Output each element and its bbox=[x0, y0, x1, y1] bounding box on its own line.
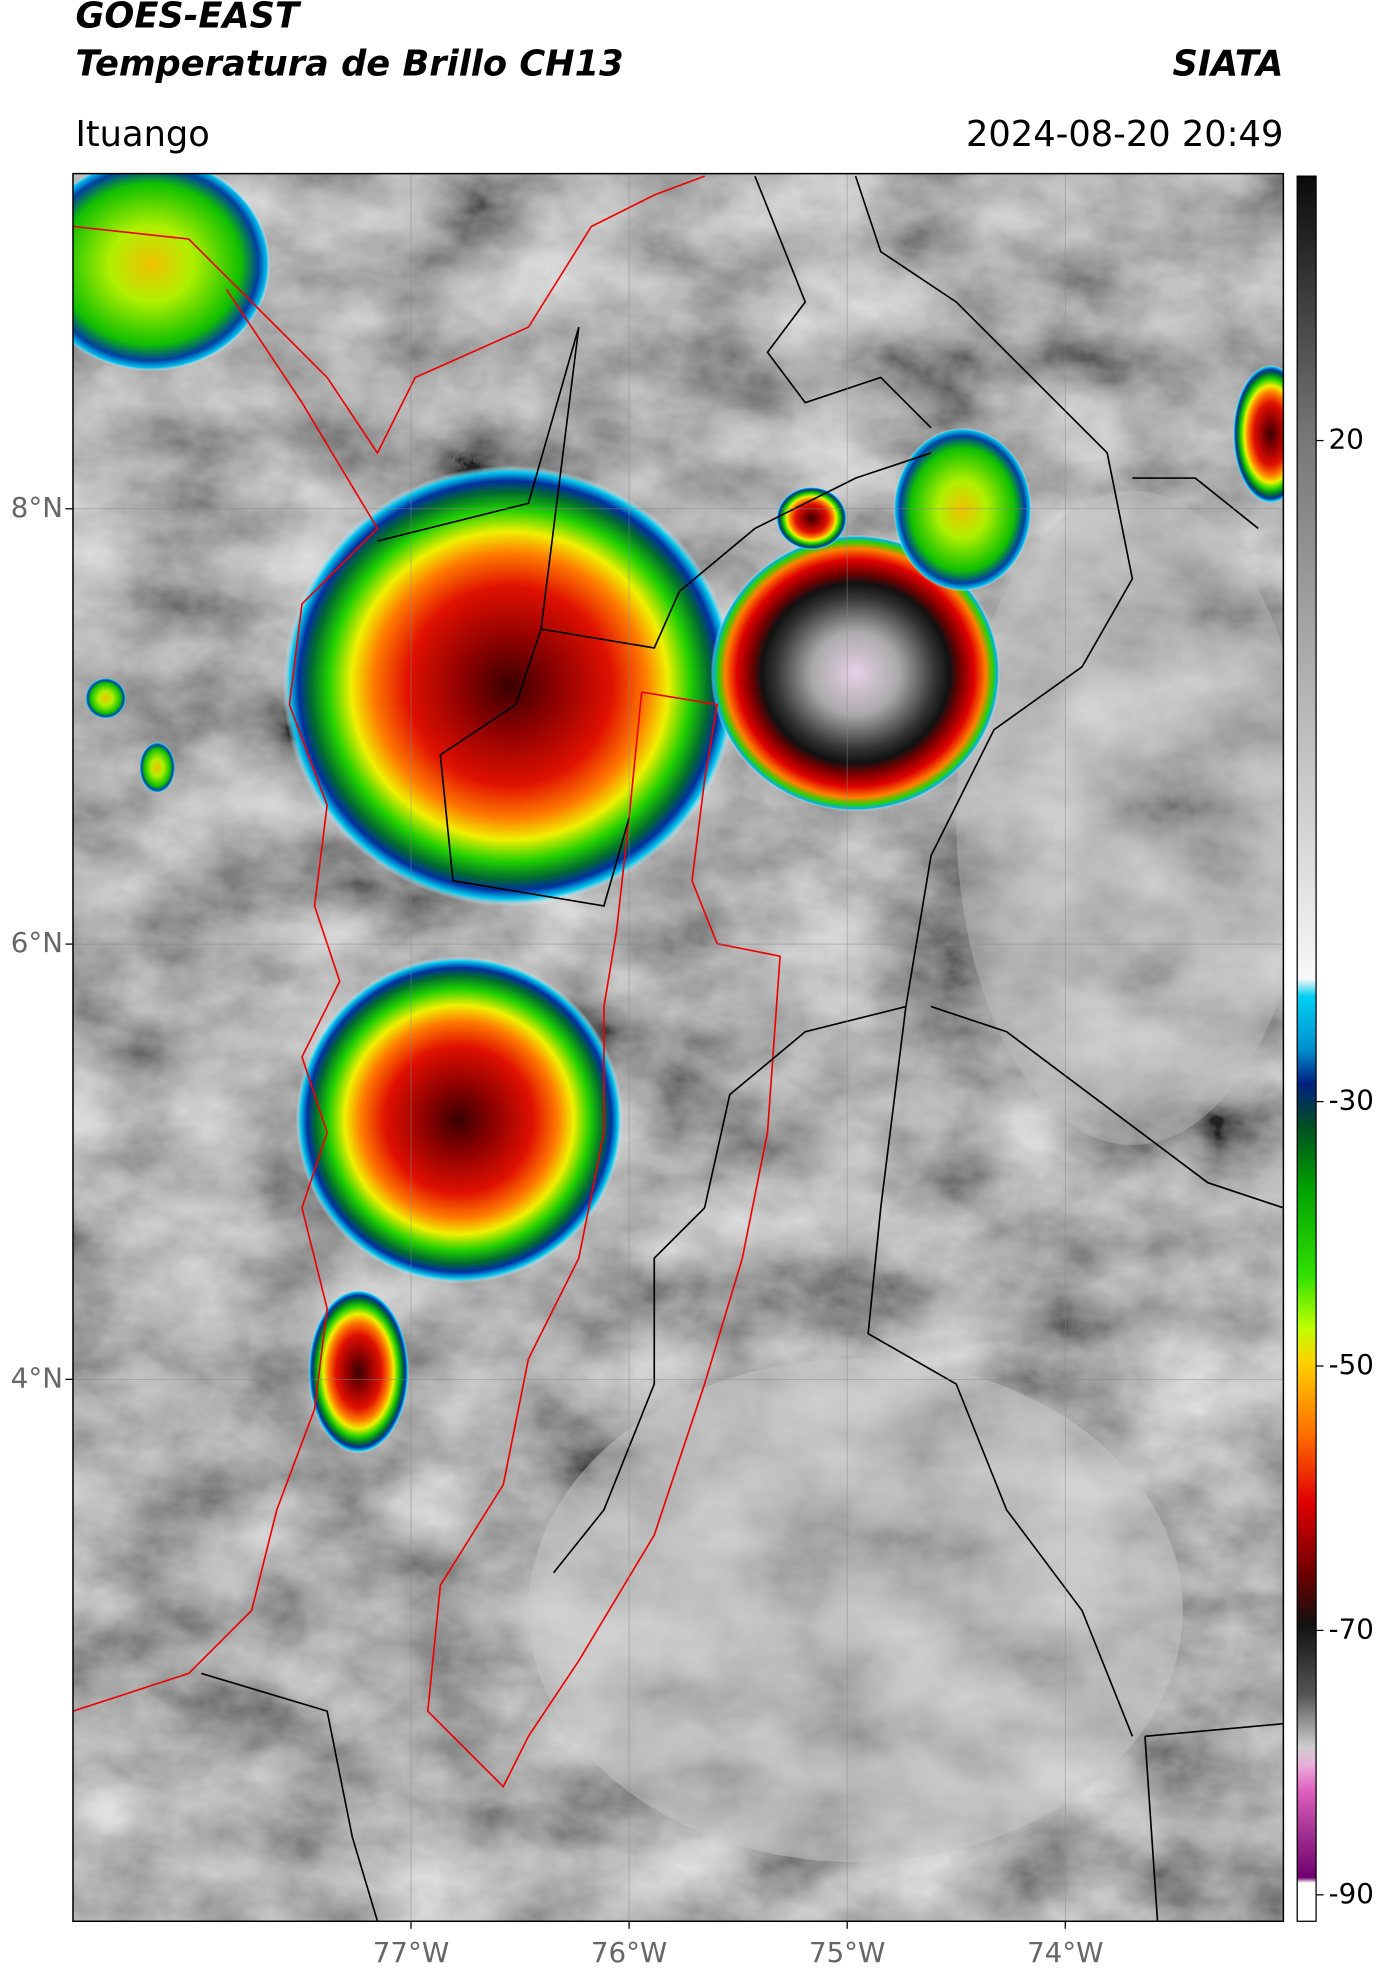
lat-tick-label: 8°N bbox=[11, 491, 63, 524]
lat-tick-label: 4°N bbox=[11, 1361, 63, 1394]
colorbar bbox=[1296, 175, 1317, 1922]
storm-cell bbox=[1233, 364, 1284, 504]
map bbox=[72, 173, 1284, 1922]
lon-tick-label: 77°W bbox=[373, 1936, 449, 1969]
colorbar-tick-label: -90 bbox=[1329, 1877, 1374, 1910]
storm-cell bbox=[72, 173, 271, 372]
lon-tick-label: 75°W bbox=[809, 1936, 885, 1969]
title-line1: GOES-EAST bbox=[75, 0, 302, 37]
storm-cell bbox=[710, 534, 1001, 812]
cloud-patch bbox=[956, 490, 1284, 1145]
storm-cell bbox=[295, 956, 623, 1284]
municipal-border bbox=[201, 175, 1284, 1922]
figure: GOES-EAST Temperatura de Brillo CH13 SIA… bbox=[11, 0, 1374, 1969]
storm-cell bbox=[776, 486, 847, 550]
map-frame bbox=[72, 172, 1285, 1923]
storm-cell bbox=[283, 465, 737, 906]
lon-tick-label: 74°W bbox=[1027, 1936, 1103, 1969]
storm-cell bbox=[308, 1289, 409, 1454]
agency: SIATA bbox=[1172, 43, 1283, 84]
cloud-patch bbox=[528, 1358, 1183, 1863]
location: Ituango bbox=[75, 114, 209, 155]
storm-cell bbox=[893, 427, 1032, 592]
colorbar-tick-label: -50 bbox=[1329, 1348, 1374, 1381]
department-border bbox=[72, 175, 781, 1789]
colorbar-tick-label: -30 bbox=[1329, 1084, 1374, 1117]
lon-tick-label: 76°W bbox=[591, 1936, 667, 1969]
timestamp: 2024-08-20 20:49 bbox=[966, 114, 1283, 155]
storm-cell bbox=[85, 678, 126, 719]
colorbar-tick-label: -70 bbox=[1329, 1612, 1374, 1645]
lat-tick-label: 6°N bbox=[11, 926, 63, 959]
colorbar-tick-label: 20 bbox=[1329, 423, 1364, 456]
title-line2: Temperatura de Brillo CH13 bbox=[75, 43, 623, 84]
storm-cell bbox=[139, 742, 175, 793]
